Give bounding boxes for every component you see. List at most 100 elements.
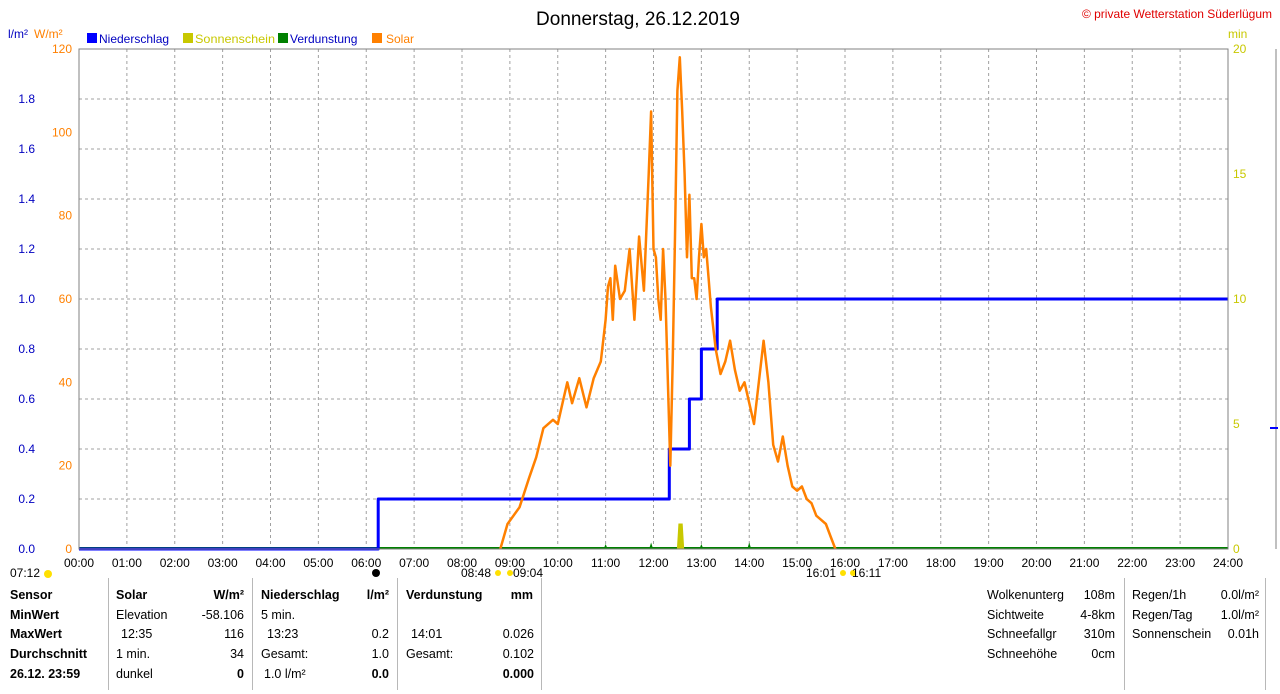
x-tick-label: 07:00 <box>399 556 429 570</box>
verdunstung-sum-value: 0.000 <box>502 667 534 681</box>
x-tick-label: 12:00 <box>638 556 668 570</box>
snow-depth-value: 0cm <box>1091 647 1115 661</box>
solar-max-time: 12:35 <box>121 627 153 641</box>
label-timestamp: 26.12. 23:59 <box>10 667 81 681</box>
y-tick-label-blue: 1.6 <box>18 142 35 156</box>
x-tick-label: 13:00 <box>686 556 716 570</box>
niederschlag-max-value: 0.2 <box>371 627 389 641</box>
y-tick-label-blue: 0.0 <box>18 542 35 556</box>
solar-start-icon <box>495 570 501 576</box>
marker-label-solar-end: 16:01 <box>806 566 836 578</box>
label-durchschnitt: Durchschnitt <box>10 647 88 661</box>
y-tick-label-orange: 60 <box>59 292 73 306</box>
cloud-base-label: Wolkenunterg <box>987 588 1064 602</box>
y-tick-label-blue: 0.6 <box>18 392 35 406</box>
verdunstung-title: Verdunstung <box>406 588 483 602</box>
panel-weather: Wolkenunterg 108m Sichtweite 4-8km Schne… <box>980 578 1125 690</box>
series-line-solar <box>499 56 837 550</box>
solar-end-icon <box>840 570 846 576</box>
series-line-niederschlag <box>79 297 1228 551</box>
rain-day-label: Regen/Tag <box>1132 608 1193 622</box>
x-tick-label: 05:00 <box>303 556 333 570</box>
x-tick-label: 06:00 <box>351 556 381 570</box>
x-axis: 00:00 01:00 02:00 03:00 04:00 05:00 06:00 07:00… <box>64 556 1243 570</box>
series-spike-verdunstung <box>747 542 752 549</box>
label-sensor: Sensor <box>10 588 53 602</box>
x-tick-label: 01:00 <box>112 556 142 570</box>
y-tick-label-orange: 100 <box>52 125 72 139</box>
x-tick-label: 20:00 <box>1021 556 1051 570</box>
visibility-value: 4-8km <box>1080 608 1115 622</box>
verdunstung-max-time: 14:01 <box>411 627 443 641</box>
y-tick-label-blue: 1.4 <box>18 192 35 206</box>
rain-1h-label: Regen/1h <box>1132 588 1187 602</box>
solar-end2-icon <box>850 570 856 576</box>
series-spike-verdunstung <box>649 542 654 549</box>
niederschlag-title: Niederschlag <box>261 588 340 602</box>
legend-label-solar: Solar <box>386 32 414 46</box>
panel-niederschlag: Niederschlag l/m² 5 min. 13:23 0.2 Gesam… <box>253 578 398 690</box>
y-tick-label-blue: 1.2 <box>18 242 35 256</box>
solar-avg-label: 1 min. <box>116 647 151 661</box>
y-tick-label-orange: 20 <box>59 459 73 473</box>
legend: Niederschlag Sonnenschein Verdunstung So… <box>87 32 414 46</box>
time-markers: 07:12 08:48 09:04 16:01 16:11 <box>10 566 881 578</box>
legend-label-niederschlag: Niederschlag <box>99 32 169 46</box>
solar-avg-value: 34 <box>230 647 244 661</box>
solar-dark-value: 0 <box>237 667 244 681</box>
x-tick-label: 04:00 <box>255 556 285 570</box>
niederschlag-interval: 5 min. <box>261 608 296 622</box>
x-tick-label: 21:00 <box>1069 556 1099 570</box>
y-axis-right: 0 5 10 15 20 <box>1233 42 1247 556</box>
verdunstung-max-value: 0.026 <box>502 627 534 641</box>
solar-elevation-value: -58.106 <box>201 608 244 622</box>
y-axis-left-orange: 0 20 40 60 80 100 120 <box>52 42 72 556</box>
snowline-label: Schneefallgr <box>987 627 1057 641</box>
solar-title: Solar <box>116 588 148 602</box>
x-tick-label: 03:00 <box>208 556 238 570</box>
x-tick-label: 00:00 <box>64 556 94 570</box>
x-tick-label: 19:00 <box>974 556 1004 570</box>
series-bar-sonnenschein <box>676 523 685 550</box>
sunshine-label: Sonnenschein <box>1132 627 1212 641</box>
x-tick-label: 22:00 <box>1117 556 1147 570</box>
copyright-label: © private Wetterstation Süderlügum <box>1082 7 1272 21</box>
y-tick-label-blue: 1.8 <box>18 92 35 106</box>
niederschlag-unit: l/m² <box>366 588 389 602</box>
rain-day-value: 1.0l/m² <box>1220 608 1259 622</box>
left-unit-blue: l/m² <box>8 27 28 41</box>
snow-depth-label: Schneehöhe <box>987 647 1058 661</box>
x-tick-label: 08:00 <box>447 556 477 570</box>
y-tick-label-right: 15 <box>1233 167 1247 181</box>
weather-chart: Donnerstag, 26.12.2019 © private Wetters… <box>8 7 1278 578</box>
niederschlag-total-value: 1.0 <box>371 647 389 661</box>
chart-title: Donnerstag, 26.12.2019 <box>536 9 740 30</box>
marker-label-solar-end2: 16:11 <box>852 566 881 578</box>
y-tick-label-right: 5 <box>1233 417 1240 431</box>
sunshine-value: 0.01h <box>1227 627 1259 641</box>
panel-solar: Solar W/m² Elevation -58.106 12:35 116 1… <box>109 578 253 690</box>
x-tick-label: 09:00 <box>495 556 525 570</box>
x-tick-label: 17:00 <box>878 556 908 570</box>
solar-max-value: 116 <box>224 627 244 641</box>
plot-frame <box>78 48 1229 550</box>
y-tick-label-right: 0 <box>1233 542 1240 556</box>
niederschlag-sum-value: 0.0 <box>371 667 389 681</box>
y-tick-label-right: 10 <box>1233 292 1247 306</box>
legend-swatch-verdunstung <box>278 33 288 43</box>
legend-swatch-niederschlag <box>87 33 97 43</box>
right-unit: min <box>1228 27 1247 41</box>
y-tick-label-blue: 0.2 <box>18 492 35 506</box>
x-tick-label: 16:00 <box>830 556 860 570</box>
marker-label-solar-start2: 09:04 <box>513 566 543 578</box>
marker-label-solar-start: 08:48 <box>461 566 491 578</box>
y-tick-label-orange: 80 <box>59 209 73 223</box>
panel-verdunstung: Verdunstung mm 14:01 0.026 Gesamt: 0.102… <box>398 578 542 690</box>
label-minwert: MinWert <box>10 608 60 622</box>
panel-sensor: Sensor MinWert MaxWert Durchschnitt 26.1… <box>0 578 109 690</box>
visibility-label: Sichtweite <box>987 608 1044 622</box>
legend-label-sonnenschein: Sonnenschein <box>195 32 275 46</box>
solar-elevation-label: Elevation <box>116 608 168 622</box>
grid <box>79 48 1228 549</box>
x-tick-label: 18:00 <box>926 556 956 570</box>
